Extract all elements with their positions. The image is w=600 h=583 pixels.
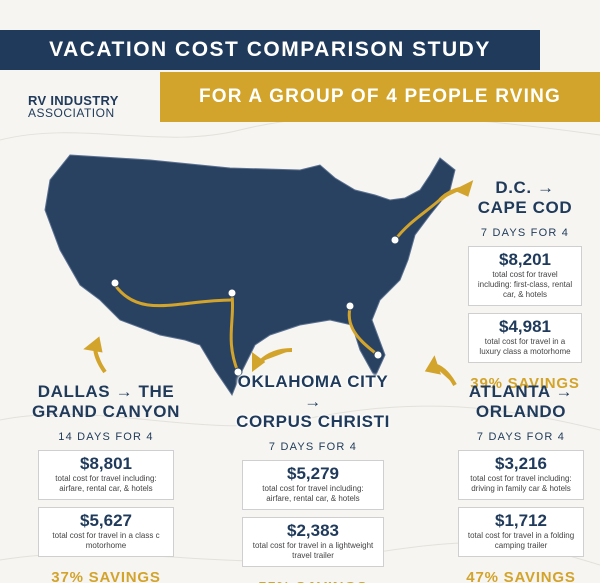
arrow bbox=[438, 180, 474, 202]
contour bbox=[0, 405, 600, 431]
subtitle: FOR A GROUP OF 4 PEOPLE RVING bbox=[160, 72, 600, 122]
cost-box: $1,712 total cost for travel in a folding… bbox=[458, 507, 584, 557]
logo-line: ASSOCIATION bbox=[28, 106, 115, 120]
cost-amount: $5,627 bbox=[80, 511, 132, 530]
route-title: DALLAS → THE bbox=[37, 382, 175, 401]
pins bbox=[110, 235, 400, 377]
route-title: CORPUS CHRISTI bbox=[236, 412, 390, 431]
route-title: ORLANDO bbox=[475, 402, 567, 421]
route-title: D.C. → bbox=[495, 178, 555, 197]
savings: 39% SAVINGS bbox=[470, 375, 580, 392]
cost-box: $5,279 total cost for travel including: a… bbox=[242, 460, 384, 510]
cost-box: $4,981 total cost for travel in a luxury … bbox=[468, 313, 582, 363]
duration: 7 DAYS FOR 4 bbox=[476, 431, 566, 443]
cost-description: total cost for travel including: airfare… bbox=[55, 474, 157, 493]
cost-description: total cost for travel in a folding campi… bbox=[467, 531, 575, 550]
cost-box: $8,801 total cost for travel including: a… bbox=[38, 450, 174, 500]
cost-description: total cost for travel including: driving… bbox=[470, 474, 572, 493]
trip-card: DALLAS → THE GRAND CANYON 14 DAYS FOR 4 $8,… bbox=[28, 382, 184, 583]
cost-description: total cost for travel including: airfare… bbox=[262, 484, 364, 503]
cost-box: $5,627 total cost for travel in a class c… bbox=[38, 507, 174, 557]
cost-box: $8,201 total cost for travel including: f… bbox=[468, 246, 582, 306]
route-title: CAPE COD bbox=[477, 198, 573, 217]
cost-amount: $5,279 bbox=[287, 464, 339, 483]
logo-line: RV INDUSTRY bbox=[28, 93, 119, 108]
pin bbox=[227, 288, 237, 298]
duration: 7 DAYS FOR 4 bbox=[268, 441, 358, 453]
cost-amount: $8,201 bbox=[499, 250, 551, 269]
title: VACATION COST COMPARISON STUDY bbox=[0, 30, 540, 70]
route-title: GRAND CANYON bbox=[32, 402, 180, 421]
duration: 7 DAYS FOR 4 bbox=[480, 227, 570, 239]
savings: 37% SAVINGS bbox=[51, 569, 161, 583]
cost-amount: $3,216 bbox=[495, 454, 547, 473]
cost-description: total cost for travel in a class c motor… bbox=[52, 531, 160, 550]
pin bbox=[233, 367, 243, 377]
cost-amount: $4,981 bbox=[499, 317, 551, 336]
cost-amount: $8,801 bbox=[80, 454, 132, 473]
savings: 47% SAVINGS bbox=[466, 569, 576, 583]
route-line bbox=[113, 283, 234, 308]
cost-description: total cost for travel including: first-c… bbox=[477, 270, 573, 299]
route-title: ATLANTA → bbox=[468, 382, 574, 401]
arrow bbox=[424, 355, 457, 386]
arrow bbox=[252, 348, 293, 372]
pin bbox=[345, 301, 355, 311]
route-title: OKLAHOMA CITY → bbox=[237, 372, 389, 411]
logo: RV INDUSTRY ASSOCIATION bbox=[28, 94, 119, 120]
cost-description: total cost for travel in a lightweight t… bbox=[252, 541, 374, 560]
pin bbox=[390, 235, 400, 245]
us-map bbox=[44, 154, 456, 397]
trip-card: ATLANTA → ORLANDO 7 DAYS FOR 4 $3,216 total … bbox=[448, 382, 594, 583]
cost-amount: $1,712 bbox=[495, 511, 547, 530]
cost-amount: $2,383 bbox=[287, 521, 339, 540]
pointer-arrows bbox=[83, 180, 474, 386]
savings: 55% SAVINGS bbox=[232, 579, 394, 583]
arrow bbox=[83, 336, 107, 374]
cost-box: $3,216 total cost for travel including: d… bbox=[458, 450, 584, 500]
route-line bbox=[229, 293, 240, 374]
trip-card: OKLAHOMA CITY → CORPUS CHRISTI 7 DAYS FOR … bbox=[232, 372, 394, 583]
cost-box: $2,383 total cost for travel in a lightwe… bbox=[242, 517, 384, 567]
duration: 14 DAYS FOR 4 bbox=[58, 431, 154, 443]
trip-card: D.C. → CAPE COD 7 DAYS FOR 4 $8,201 total co… bbox=[458, 178, 592, 392]
cost-description: total cost for travel in a luxury class … bbox=[479, 337, 571, 356]
pin bbox=[110, 278, 120, 288]
pin bbox=[373, 350, 383, 360]
